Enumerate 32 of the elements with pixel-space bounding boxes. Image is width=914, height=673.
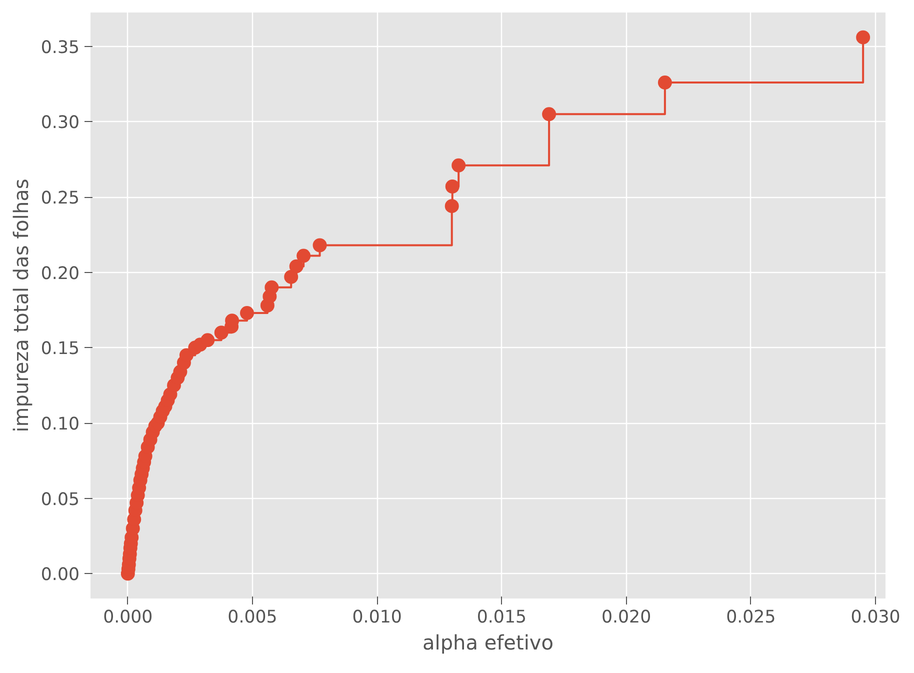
y-tick-label: 0.10 [40, 414, 80, 434]
point [264, 280, 279, 294]
x-tick-label: 0.020 [602, 608, 652, 628]
point [444, 199, 459, 214]
y-tick-label: 0.15 [40, 339, 80, 360]
point [289, 259, 304, 274]
point [542, 107, 556, 122]
y-tick-label: 0.30 [40, 113, 80, 134]
y-tick-label: 0.05 [40, 490, 80, 510]
y-axis-title: impureza total das folhas [8, 178, 33, 432]
x-axis-title: alpha efetivo [422, 630, 554, 654]
point [296, 248, 311, 263]
point [312, 238, 327, 252]
point [179, 348, 194, 362]
x-tick-label: 0.030 [850, 608, 900, 628]
y-tick-label: 0.25 [40, 188, 80, 209]
x-tick-label: 0.000 [103, 608, 153, 628]
y-tick-label: 0.20 [40, 264, 80, 284]
x-tick-label: 0.005 [228, 608, 278, 628]
y-tick-label: 0.35 [40, 38, 80, 58]
point [284, 270, 298, 284]
x-tick-label: 0.015 [476, 608, 527, 628]
x-tick-label: 0.010 [352, 608, 402, 628]
point [445, 180, 460, 194]
y-tick-label: 0.00 [40, 565, 80, 586]
point [658, 76, 672, 90]
point [856, 30, 870, 44]
point [452, 158, 466, 172]
point [200, 333, 215, 348]
point [214, 326, 228, 340]
x-tick-label: 0.025 [726, 608, 776, 628]
point [240, 306, 254, 320]
